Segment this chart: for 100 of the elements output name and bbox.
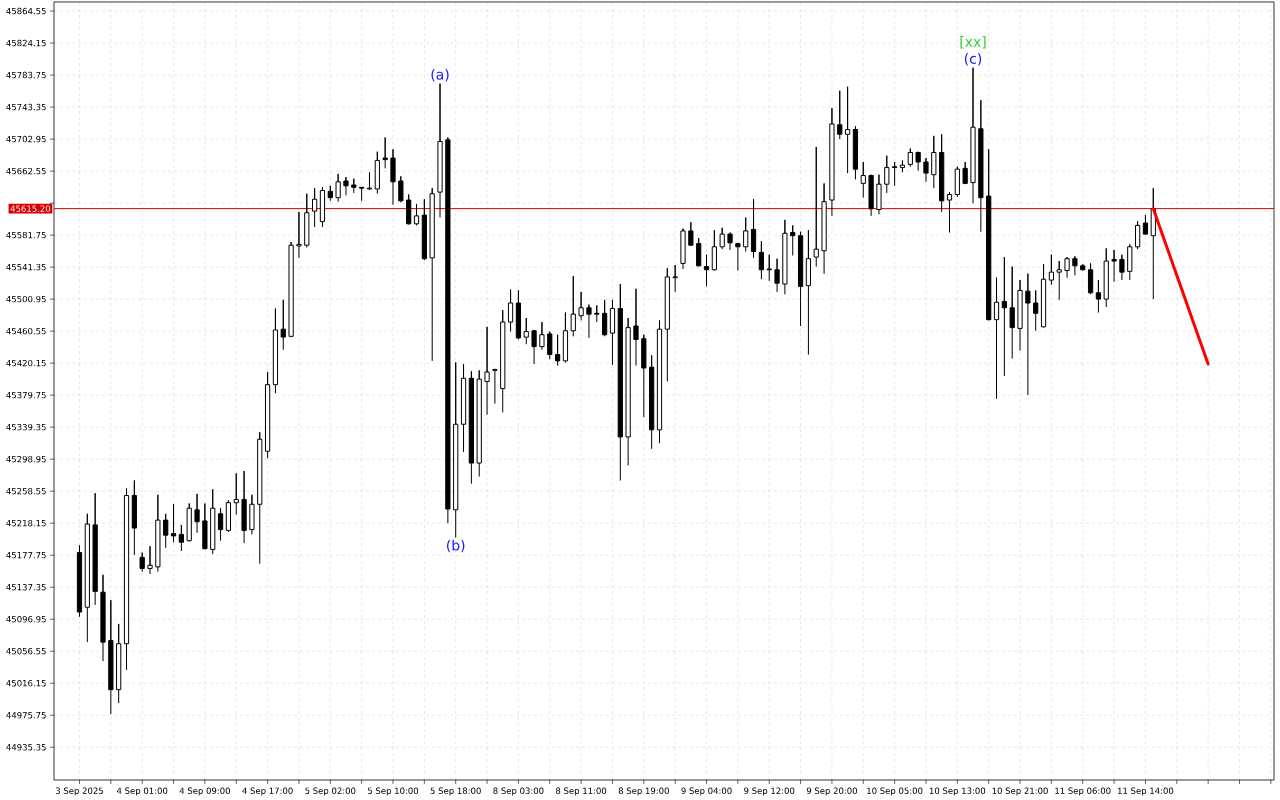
candlestick (656, 319, 663, 444)
candlestick (217, 507, 224, 542)
candlestick (649, 354, 655, 450)
candlestick (170, 503, 177, 543)
candlestick (351, 178, 357, 194)
candlestick (672, 264, 678, 293)
candlestick (876, 174, 882, 215)
candlestick (476, 369, 482, 478)
candlestick (703, 254, 710, 287)
y-tick-label: 45379.75 (6, 391, 46, 399)
candlestick (304, 193, 310, 249)
candlestick (907, 148, 913, 168)
candlestick (406, 194, 412, 226)
y-tick-label: 45460.55 (6, 327, 46, 335)
candlestick (617, 283, 623, 482)
candlestick (594, 304, 600, 323)
candlestick (805, 229, 812, 356)
candlestick (727, 232, 733, 251)
candlestick (774, 258, 780, 293)
candlestick (202, 502, 208, 550)
candlestick (562, 312, 569, 363)
candlestick (194, 493, 200, 534)
candlestick (421, 198, 427, 261)
x-tick-label: 8 Sep 19:00 (618, 787, 669, 796)
candlestick (1064, 256, 1070, 279)
x-tick-label: 10 Sep 05:00 (867, 787, 923, 796)
candlestick (813, 146, 819, 268)
candlestick (719, 227, 725, 250)
candlestick (1072, 255, 1078, 276)
candlestick (782, 219, 788, 295)
x-tick-label: 10 Sep 21:00 (992, 787, 1048, 796)
y-tick-label: 45339.35 (6, 423, 46, 431)
y-tick-label: 44935.35 (6, 744, 46, 751)
y-tick-label: 45702.95 (6, 135, 46, 143)
candlestick (390, 148, 396, 206)
candlestick (1142, 214, 1149, 236)
y-tick-label: 45581.75 (6, 231, 46, 239)
candlestick (225, 499, 232, 533)
candlestick (954, 166, 960, 198)
candlestick (688, 221, 694, 247)
candlestick (578, 291, 584, 321)
candlestick (1103, 247, 1109, 308)
candlestick (241, 470, 247, 544)
annotation: (b) (447, 539, 465, 553)
candlestick (899, 159, 906, 173)
candlestick (1087, 262, 1094, 295)
candlestick (1009, 266, 1015, 359)
candlestick (892, 161, 898, 187)
candlestick (884, 155, 890, 194)
x-tick-label: 11 Sep 14:00 (1118, 787, 1174, 796)
candlestick (1119, 254, 1125, 281)
y-tick-label: 45662.55 (6, 167, 46, 175)
candlestick (460, 363, 467, 453)
y-tick-label: 45743.35 (6, 103, 46, 111)
candlestick (554, 334, 561, 367)
x-tick-label: 10 Sep 13:00 (929, 787, 986, 796)
candlestick (1127, 243, 1133, 281)
candlestick (978, 99, 984, 233)
y-tick-label: 45783.75 (6, 71, 46, 79)
x-tick-label: 4 Sep 17:00 (242, 787, 293, 796)
candlestick (766, 254, 772, 282)
candlestick (139, 552, 145, 573)
x-tick-label: 9 Sep 12:00 (744, 787, 795, 796)
candlestick (374, 151, 380, 195)
candlestick (468, 370, 474, 485)
candlestick (398, 175, 404, 203)
candlestick (797, 231, 804, 327)
candlestick (641, 334, 647, 418)
candlestick (100, 574, 106, 662)
candlestick (413, 203, 420, 226)
candlestick (923, 157, 929, 183)
candlestick (1017, 279, 1023, 352)
y-tick-label: 45541.35 (6, 263, 46, 271)
candlestick (758, 240, 764, 280)
y-tick-label: 45824.15 (6, 39, 46, 47)
candlestick (1095, 279, 1102, 314)
candlestick (163, 513, 169, 549)
x-tick-label: 9 Sep 20:00 (806, 787, 858, 796)
x-tick-label: 5 Sep 18:00 (430, 787, 481, 796)
candlestick (178, 524, 184, 552)
x-tick-label: 5 Sep 02:00 (305, 787, 356, 796)
candlestick (1056, 260, 1062, 301)
x-tick-label: 4 Sep 09:00 (179, 787, 230, 796)
y-tick-label: 45420.15 (6, 359, 46, 367)
y-tick-label: 45096.95 (6, 615, 46, 623)
annotation: [xx] (960, 36, 986, 49)
candlestick (821, 182, 827, 275)
candlestick (1080, 263, 1086, 272)
candlestick (915, 151, 921, 172)
x-tick-label: 11 Sep 06:00 (1055, 787, 1111, 796)
candlestick (437, 83, 443, 218)
x-tick-label: 9 Sep 04:00 (681, 787, 732, 796)
candlestick (116, 623, 122, 704)
candlestick (319, 186, 326, 228)
candlestick (1001, 256, 1007, 377)
candlestick (233, 472, 239, 516)
candlestick (790, 224, 796, 256)
candlestick (507, 289, 514, 333)
candlestick (108, 599, 114, 715)
candlestick (962, 161, 968, 185)
